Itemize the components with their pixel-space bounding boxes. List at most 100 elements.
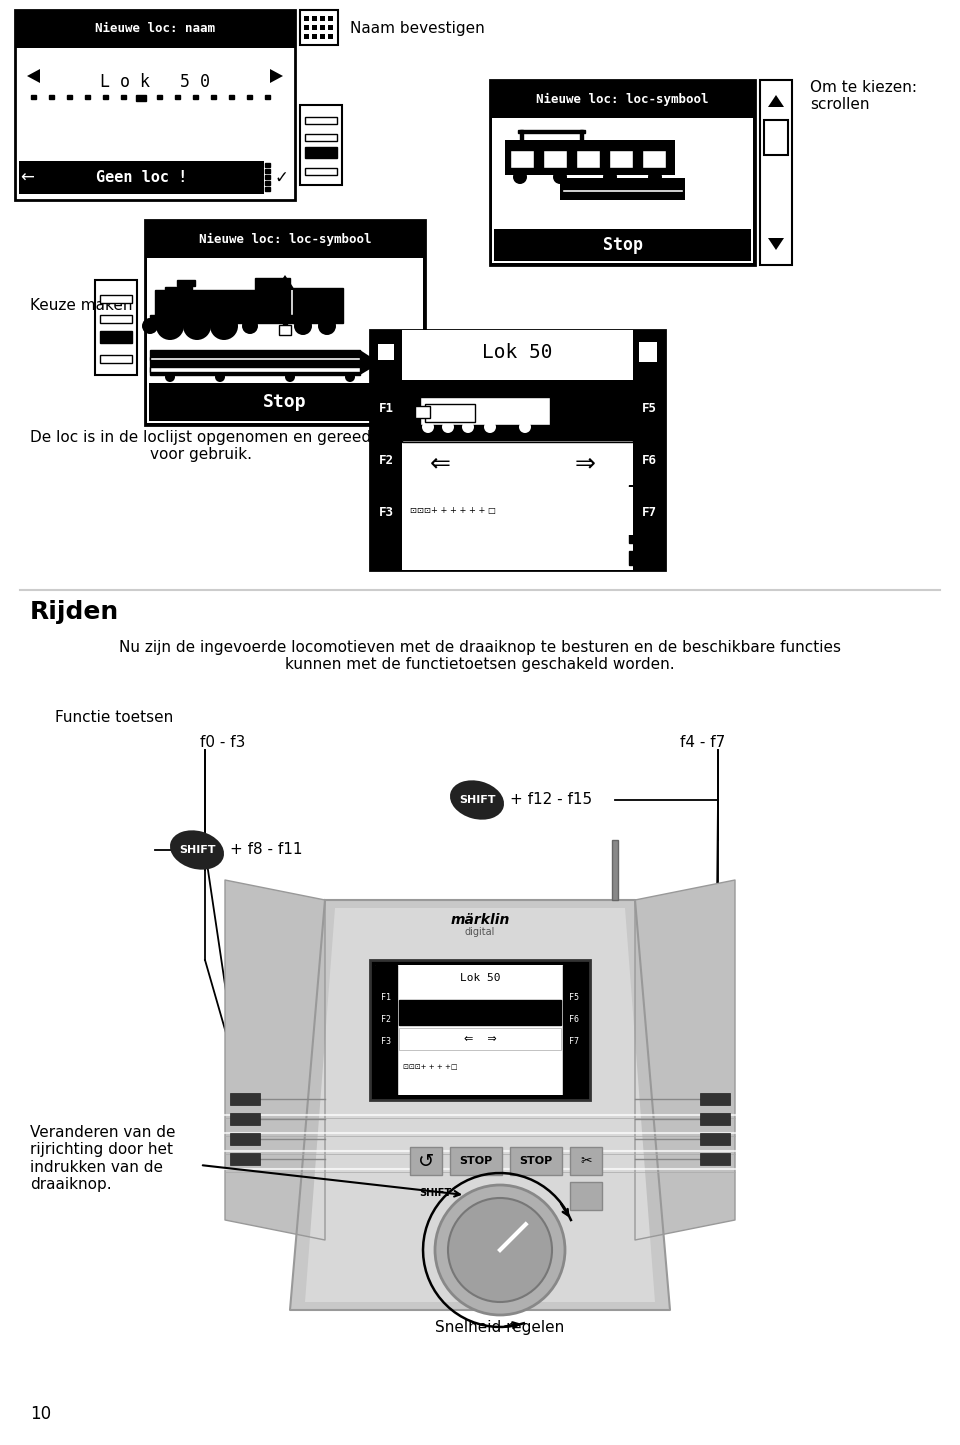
Bar	[576, 150, 600, 168]
Bar	[735, 249, 740, 251]
Bar	[31, 95, 36, 100]
Bar	[150, 315, 295, 324]
Bar	[293, 288, 343, 324]
Bar	[510, 150, 534, 168]
Circle shape	[553, 171, 567, 184]
Circle shape	[210, 312, 238, 340]
Bar	[100, 295, 132, 303]
Bar	[510, 1147, 562, 1175]
Polygon shape	[768, 238, 784, 250]
Bar	[700, 1113, 730, 1126]
Circle shape	[448, 1198, 552, 1302]
Bar	[177, 280, 195, 286]
Bar	[450, 1147, 502, 1175]
Bar	[629, 529, 633, 543]
Bar	[764, 120, 788, 155]
Text: Nieuwe loc: loc-symbool: Nieuwe loc: loc-symbool	[537, 92, 708, 105]
Bar	[580, 130, 583, 144]
Text: märklin: märklin	[450, 913, 510, 928]
Polygon shape	[360, 350, 380, 376]
Bar	[490, 79, 755, 118]
Bar	[85, 95, 90, 100]
Bar	[494, 228, 751, 262]
Bar	[562, 189, 683, 192]
Text: Nieuwe loc: naam: Nieuwe loc: naam	[95, 23, 215, 36]
Circle shape	[435, 1185, 565, 1315]
Circle shape	[513, 171, 527, 184]
Text: Om te kiezen:
scrollen: Om te kiezen: scrollen	[810, 79, 917, 113]
Circle shape	[648, 171, 662, 184]
Bar	[609, 150, 633, 168]
Bar	[304, 25, 309, 30]
Polygon shape	[290, 900, 670, 1311]
Circle shape	[242, 318, 258, 334]
Circle shape	[165, 371, 175, 381]
Bar	[230, 1133, 260, 1144]
Bar	[305, 134, 337, 142]
Bar	[505, 140, 675, 175]
Bar	[490, 79, 755, 264]
Text: F7: F7	[641, 506, 657, 519]
Bar	[328, 16, 333, 22]
Bar	[402, 439, 633, 442]
Bar	[399, 1000, 561, 1025]
Bar	[402, 487, 633, 535]
Circle shape	[345, 371, 355, 381]
Text: F7: F7	[569, 1038, 579, 1046]
Bar	[149, 383, 421, 420]
Text: ✓: ✓	[274, 169, 288, 186]
Bar	[612, 840, 618, 900]
Polygon shape	[768, 95, 784, 107]
Bar	[247, 95, 252, 100]
Bar	[147, 259, 423, 423]
Circle shape	[318, 316, 336, 335]
Bar	[265, 175, 270, 179]
Circle shape	[519, 420, 531, 433]
Bar	[492, 118, 753, 263]
Text: F5: F5	[641, 402, 657, 415]
Bar	[629, 551, 633, 565]
Polygon shape	[270, 69, 283, 82]
Bar	[100, 331, 132, 342]
Bar	[735, 254, 740, 259]
Text: F5: F5	[569, 994, 579, 1003]
Text: L o k   5 0: L o k 5 0	[100, 74, 210, 91]
Bar	[629, 462, 633, 477]
Bar	[633, 329, 665, 569]
Bar	[145, 220, 425, 425]
Bar	[735, 230, 740, 234]
Bar	[629, 397, 633, 410]
Circle shape	[462, 420, 474, 433]
Polygon shape	[635, 880, 735, 1240]
Bar	[370, 329, 402, 569]
Bar	[370, 959, 590, 1100]
Bar	[100, 355, 132, 363]
Text: F3: F3	[381, 1038, 391, 1046]
Ellipse shape	[450, 780, 504, 819]
Text: Naam bevestigen: Naam bevestigen	[350, 20, 485, 36]
Bar	[19, 160, 264, 194]
Bar	[700, 1133, 730, 1144]
Bar	[402, 329, 633, 569]
Text: ⊡⊡⊡+ + + +□: ⊡⊡⊡+ + + +□	[403, 1064, 458, 1069]
Bar	[328, 35, 333, 39]
Bar	[305, 168, 337, 175]
Text: Rijden: Rijden	[30, 600, 119, 624]
Text: 10: 10	[30, 1405, 51, 1423]
Bar	[49, 95, 54, 100]
Text: Stop: Stop	[603, 236, 642, 254]
Polygon shape	[225, 880, 325, 1240]
Bar	[378, 344, 394, 360]
Bar	[570, 1182, 602, 1209]
Bar	[121, 95, 126, 100]
Bar	[230, 1113, 260, 1126]
Circle shape	[422, 420, 434, 433]
Bar	[402, 329, 633, 376]
Bar	[230, 1153, 260, 1165]
Bar	[145, 220, 425, 259]
Text: F1: F1	[378, 402, 394, 415]
Bar	[279, 325, 291, 335]
Text: Nu zijn de ingevoerde locomotieven met de draaiknop te besturen en de beschikbar: Nu zijn de ingevoerde locomotieven met d…	[119, 640, 841, 672]
Bar	[700, 1092, 730, 1105]
Bar	[305, 147, 337, 158]
